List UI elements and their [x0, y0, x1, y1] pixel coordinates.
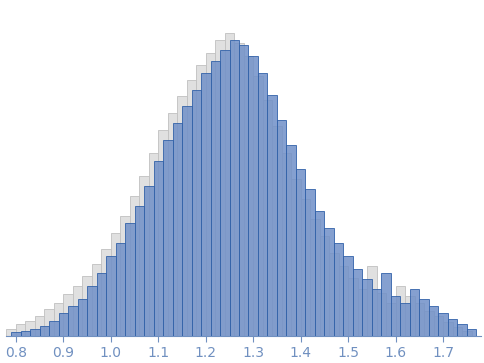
- Bar: [410, 289, 420, 336]
- Bar: [54, 302, 63, 336]
- Bar: [367, 266, 377, 336]
- Bar: [116, 242, 125, 336]
- Bar: [120, 216, 130, 336]
- Bar: [301, 199, 310, 336]
- Bar: [135, 206, 144, 336]
- Bar: [196, 65, 206, 336]
- Bar: [87, 286, 96, 336]
- Bar: [11, 333, 20, 336]
- Bar: [248, 56, 258, 336]
- Bar: [353, 269, 363, 336]
- Bar: [158, 130, 168, 336]
- Bar: [363, 279, 372, 336]
- Bar: [192, 90, 201, 336]
- Bar: [172, 123, 182, 336]
- Bar: [30, 329, 40, 336]
- Bar: [400, 302, 410, 336]
- Bar: [206, 53, 215, 336]
- Bar: [268, 95, 277, 336]
- Bar: [291, 179, 301, 336]
- Bar: [434, 316, 443, 336]
- Bar: [163, 139, 172, 336]
- Bar: [49, 321, 59, 336]
- Bar: [310, 219, 320, 336]
- Bar: [125, 223, 135, 336]
- Bar: [391, 296, 400, 336]
- Bar: [296, 170, 305, 336]
- Bar: [177, 96, 187, 336]
- Bar: [462, 331, 472, 336]
- Bar: [415, 302, 424, 336]
- Bar: [106, 256, 116, 336]
- Bar: [92, 264, 101, 336]
- Bar: [229, 40, 239, 336]
- Bar: [101, 249, 111, 336]
- Bar: [187, 79, 196, 336]
- Bar: [201, 73, 211, 336]
- Bar: [339, 266, 348, 336]
- Bar: [329, 253, 339, 336]
- Bar: [220, 50, 229, 336]
- Bar: [59, 313, 68, 336]
- Bar: [82, 276, 92, 336]
- Bar: [139, 176, 149, 336]
- Bar: [68, 306, 77, 336]
- Bar: [320, 236, 329, 336]
- Bar: [315, 211, 324, 336]
- Bar: [111, 233, 120, 336]
- Bar: [334, 242, 344, 336]
- Bar: [453, 327, 462, 336]
- Bar: [130, 196, 139, 336]
- Bar: [25, 321, 35, 336]
- Bar: [263, 99, 272, 336]
- Bar: [63, 294, 73, 336]
- Bar: [358, 289, 367, 336]
- Bar: [20, 331, 30, 336]
- Bar: [77, 299, 87, 336]
- Bar: [396, 286, 405, 336]
- Bar: [244, 56, 253, 336]
- Bar: [225, 33, 234, 336]
- Bar: [305, 189, 315, 336]
- Bar: [144, 186, 153, 336]
- Bar: [448, 319, 457, 336]
- Bar: [457, 324, 467, 336]
- Bar: [287, 144, 296, 336]
- Bar: [272, 126, 282, 336]
- Bar: [429, 306, 439, 336]
- Bar: [405, 296, 415, 336]
- Bar: [35, 316, 44, 336]
- Bar: [348, 278, 358, 336]
- Bar: [40, 326, 49, 336]
- Bar: [215, 40, 225, 336]
- Bar: [73, 286, 82, 336]
- Bar: [282, 153, 291, 336]
- Bar: [149, 153, 158, 336]
- Bar: [258, 73, 268, 336]
- Bar: [439, 313, 448, 336]
- Bar: [16, 324, 25, 336]
- Bar: [386, 302, 396, 336]
- Bar: [344, 256, 353, 336]
- Bar: [381, 273, 391, 336]
- Bar: [239, 45, 248, 336]
- Bar: [168, 113, 177, 336]
- Bar: [44, 309, 54, 336]
- Bar: [153, 161, 163, 336]
- Bar: [467, 329, 476, 336]
- Bar: [182, 106, 192, 336]
- Bar: [424, 311, 434, 336]
- Bar: [234, 43, 244, 336]
- Bar: [420, 299, 429, 336]
- Bar: [6, 329, 16, 336]
- Bar: [377, 293, 386, 336]
- Bar: [96, 273, 106, 336]
- Bar: [253, 76, 263, 336]
- Bar: [443, 322, 453, 336]
- Bar: [277, 119, 287, 336]
- Bar: [324, 228, 334, 336]
- Bar: [211, 61, 220, 336]
- Bar: [372, 289, 381, 336]
